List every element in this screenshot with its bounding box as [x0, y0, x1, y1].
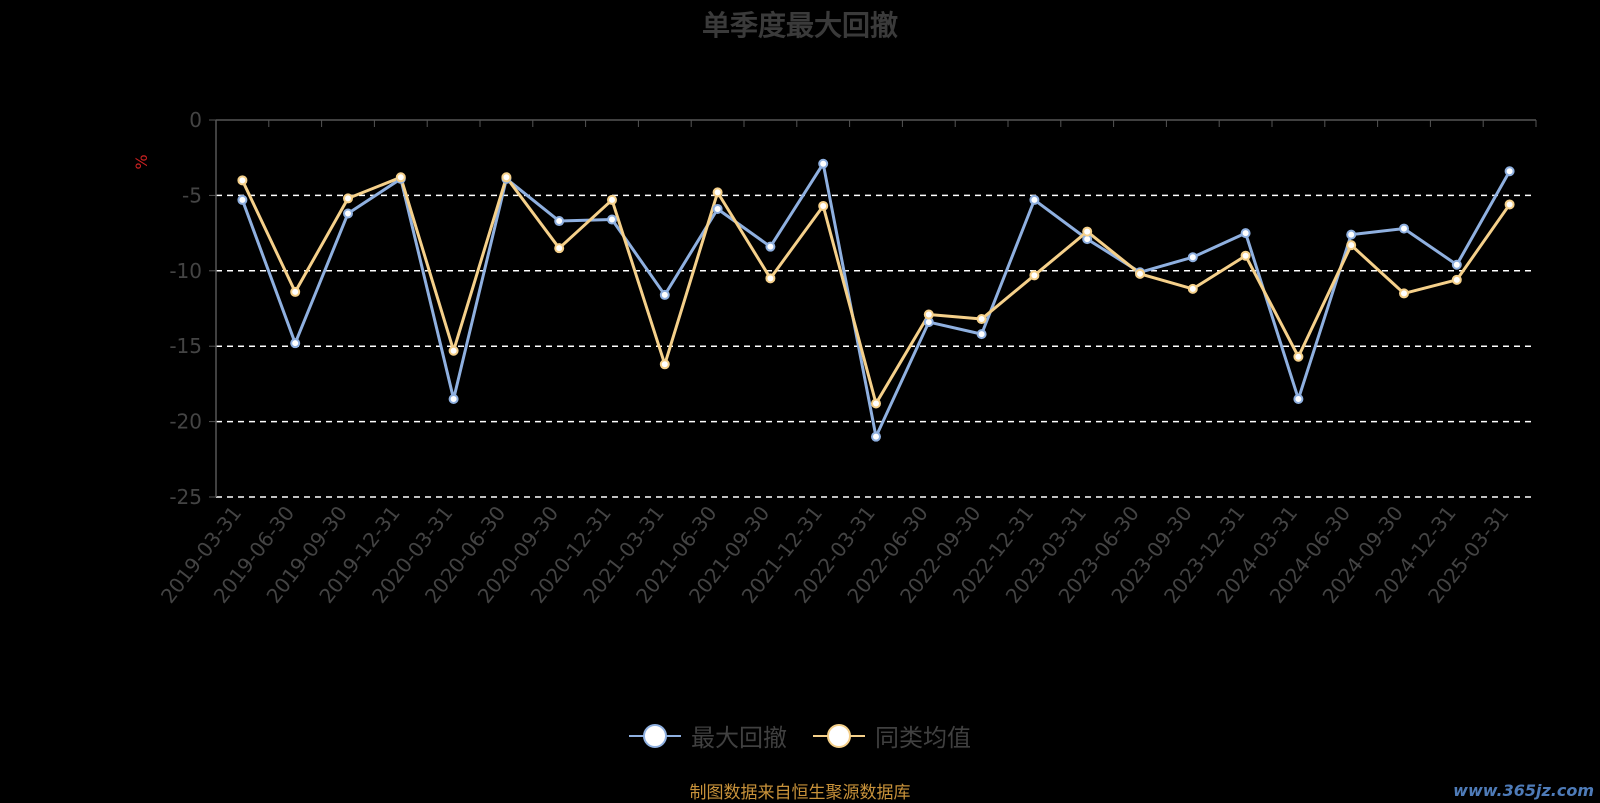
- data-point-series-1: [1504, 166, 1515, 177]
- series-line-2: [241, 175, 1511, 406]
- data-point-series-1: [976, 329, 987, 340]
- legend-label-series-1: 最大回撤: [691, 724, 787, 752]
- data-point-series-1: [237, 194, 248, 205]
- data-point-series-1: [1240, 228, 1251, 239]
- data-point-series-2: [1082, 226, 1093, 237]
- data-point-series-2: [1399, 288, 1409, 299]
- watermark: www.365jz.com: [1453, 781, 1594, 800]
- chart-title: 单季度最大回撤: [701, 9, 898, 42]
- data-point-series-2: [1029, 270, 1040, 281]
- data-point-series-2: [237, 175, 248, 186]
- data-point-series-2: [871, 398, 881, 409]
- data-point-series-2: [1504, 199, 1515, 210]
- data-point-series-2: [765, 273, 776, 284]
- data-point-series-1: [712, 203, 723, 214]
- data-point-series-1: [1399, 223, 1409, 234]
- data-point-series-1: [765, 241, 776, 252]
- legend-label-series-2: 同类均值: [875, 724, 971, 752]
- legend: 最大回撤 同类均值: [0, 718, 1600, 753]
- data-point-series-1: [1293, 393, 1304, 404]
- data-point-series-2: [1240, 250, 1251, 261]
- data-point-series-2: [554, 243, 565, 254]
- y-tick-label: -5: [182, 183, 202, 207]
- legend-item-series-2[interactable]: 同类均值: [813, 718, 971, 753]
- data-point-series-2: [1293, 351, 1304, 362]
- legend-marker-series-1: [629, 723, 681, 748]
- data-point-series-2: [290, 286, 301, 297]
- y-tick-label: -25: [169, 485, 202, 509]
- data-point-series-2: [923, 309, 934, 320]
- y-axis-label: %: [132, 154, 151, 169]
- data-point-series-2: [712, 187, 723, 198]
- data-point-series-1: [871, 431, 881, 442]
- data-point-series-1: [1346, 229, 1357, 240]
- data-point-series-2: [501, 172, 512, 183]
- data-point-series-1: [1029, 194, 1040, 205]
- y-tick-label: -20: [169, 410, 202, 434]
- y-tick-label: 0: [189, 108, 202, 132]
- data-point-series-1: [607, 214, 617, 225]
- data-point-series-2: [1346, 240, 1357, 251]
- data-point-series-2: [343, 193, 353, 204]
- data-point-series-1: [343, 208, 353, 219]
- data-point-series-2: [976, 314, 987, 325]
- data-point-series-1: [818, 158, 829, 169]
- data-point-series-2: [395, 172, 406, 183]
- y-tick-label: -15: [169, 334, 202, 358]
- data-source-note: 制图数据来自恒生聚源数据库: [689, 783, 911, 803]
- data-point-series-1: [554, 216, 565, 227]
- legend-marker-series-2: [813, 723, 865, 748]
- data-point-series-1: [290, 338, 301, 349]
- data-point-series-2: [448, 345, 459, 356]
- data-point-series-1: [1187, 252, 1198, 263]
- data-point-series-2: [1135, 268, 1145, 279]
- series-line-1: [240, 162, 1511, 439]
- legend-item-series-1[interactable]: 最大回撤: [629, 718, 787, 753]
- data-point-series-2: [1187, 283, 1198, 294]
- data-point-series-1: [659, 289, 670, 300]
- data-point-series-2: [659, 359, 670, 370]
- data-point-series-2: [1451, 274, 1462, 285]
- data-point-series-2: [607, 194, 617, 205]
- data-point-series-2: [818, 200, 829, 211]
- data-point-series-1: [1451, 259, 1462, 270]
- y-tick-label: -10: [169, 259, 202, 283]
- data-point-series-1: [448, 393, 459, 404]
